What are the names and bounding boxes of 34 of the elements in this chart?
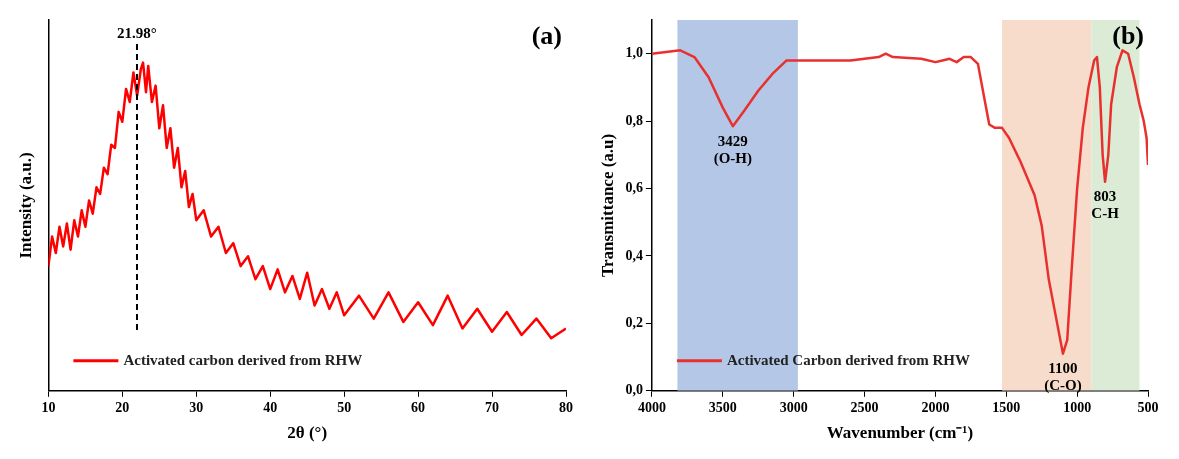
y-tick-label: 0,4: [625, 247, 643, 263]
x-tick-label: 2500: [850, 399, 879, 415]
x-tick-label: 3000: [779, 399, 808, 415]
x-tick-label: 20: [115, 399, 130, 415]
x-axis-title: Wavenumber (cm⁻¹): [826, 423, 974, 443]
x-tick-label: 30: [189, 399, 204, 415]
x-tick-label: 1000: [1063, 399, 1092, 415]
x-tick-label: 4000: [637, 399, 666, 415]
ref-line-label: 21.98°: [117, 25, 157, 42]
y-tick-label: 1,0: [625, 45, 643, 61]
annotation: 1100 (C-O): [1044, 360, 1082, 395]
annotation: 3429 (O-H): [713, 132, 752, 167]
x-tick-label: 70: [485, 399, 500, 415]
x-tick-label: 50: [337, 399, 352, 415]
x-tick-label: 1500: [992, 399, 1021, 415]
x-tick-label: 40: [263, 399, 278, 415]
x-tick-label: 500: [1137, 399, 1159, 415]
y-tick-label: 0,0: [625, 382, 643, 398]
x-tick-label: 10: [41, 399, 56, 415]
legend-label: Activated carbon derived from RHW: [123, 351, 363, 368]
annotation: 803 C-H: [1091, 188, 1120, 222]
x-axis-title: 2θ (°): [287, 423, 328, 443]
y-tick-label: 0,8: [625, 112, 643, 128]
y-tick-label: 0,6: [625, 180, 643, 196]
text: (a): [531, 20, 562, 50]
legend-label: Activated Carbon derived from RHW: [726, 351, 970, 368]
x-tick-label: 3500: [708, 399, 737, 415]
annotation: (b): [1112, 20, 1144, 50]
y-tick-label: 0,2: [625, 314, 643, 330]
y-axis-title: Transmittance (a.u): [597, 133, 617, 278]
x-tick-label: 60: [411, 399, 426, 415]
x-tick-label: 2000: [921, 399, 950, 415]
y-axis-title: Intensity (a.u.): [15, 152, 35, 259]
x-tick-label: 80: [559, 399, 573, 415]
